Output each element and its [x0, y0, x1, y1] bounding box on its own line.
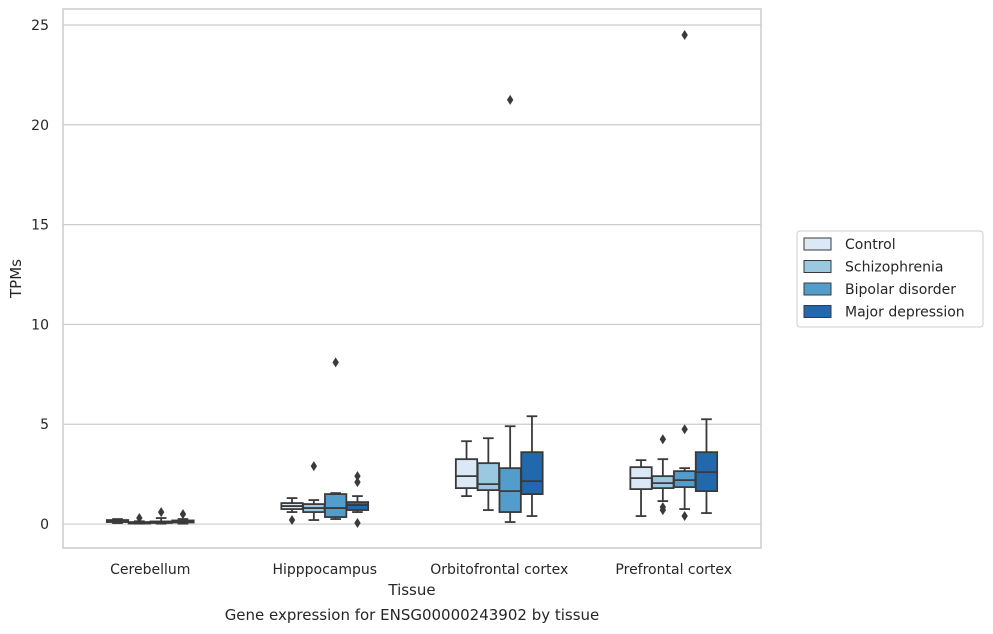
- box-1-2: [476, 437, 500, 511]
- box-1-0: [127, 513, 151, 525]
- box-1-1: [302, 461, 326, 521]
- outlier-point: [179, 509, 187, 520]
- box-0-3: [629, 459, 653, 517]
- y-tick-label: 0: [40, 517, 49, 533]
- box-2-2: [498, 94, 522, 523]
- box-0-0: [105, 518, 130, 524]
- box-3-2: [520, 415, 544, 517]
- legend-swatch: [803, 237, 832, 251]
- box-body: [673, 470, 697, 489]
- x-tick-label: Orbitofrontal cortex: [430, 562, 568, 578]
- x-tick-label: Cerebellum: [110, 562, 190, 578]
- outlier-point: [659, 434, 667, 445]
- outlier-point: [310, 461, 318, 472]
- box-body: [498, 467, 522, 513]
- figure-caption: Gene expression for ENSG00000243902 by t…: [224, 606, 600, 624]
- y-tick-label: 5: [40, 417, 49, 433]
- box-body: [520, 451, 544, 495]
- outlier-point: [354, 477, 361, 488]
- outlier-point: [506, 94, 514, 105]
- plot-frame: [62, 8, 762, 549]
- box-2-3: [673, 29, 697, 522]
- legend-swatch: [803, 282, 832, 296]
- box-2-1: [324, 357, 348, 520]
- plot-boxes: [105, 29, 719, 529]
- legend-swatch: [803, 305, 832, 318]
- y-tick-label: 20: [31, 118, 49, 134]
- x-tick-label: Hipppocampus: [272, 562, 377, 578]
- y-tick-label: 25: [31, 18, 49, 34]
- outlier-point: [681, 424, 688, 435]
- legend-label: Control: [845, 237, 896, 253]
- grid-lines: [63, 24, 761, 525]
- outlier-point: [354, 471, 361, 482]
- x-tick-labels: Cerebellum Hipppocampus Orbitofrontal cort…: [110, 562, 732, 578]
- outlier-point: [332, 357, 339, 368]
- x-tick-label: Prefrontal cortex: [615, 562, 732, 578]
- legend: Control Schizophrenia Bipolar disorder Majo…: [796, 230, 984, 328]
- box-3-1: [345, 471, 370, 529]
- outlier-point: [136, 513, 143, 524]
- outlier-point: [681, 511, 688, 522]
- legend-label: Bipolar disorder: [845, 282, 956, 298]
- legend-label: Schizophrenia: [845, 260, 943, 276]
- box-body: [345, 501, 370, 511]
- outlier-point: [288, 515, 296, 526]
- box-body: [651, 475, 675, 490]
- box-0-1: [280, 497, 304, 526]
- legend-label: Major depression: [845, 305, 965, 321]
- outlier-point: [354, 518, 361, 529]
- x-axis-label: Tissue: [387, 581, 435, 599]
- y-tick-label: 15: [31, 218, 49, 234]
- outlier-point: [157, 507, 165, 518]
- y-tick-label: 10: [31, 317, 49, 333]
- outlier-point: [681, 29, 688, 40]
- box-body: [324, 493, 348, 518]
- box-body: [454, 458, 479, 490]
- legend-swatch: [803, 260, 832, 273]
- y-axis-label: TPMs: [7, 259, 25, 299]
- box-2-0: [149, 507, 173, 525]
- legend-frame: [796, 230, 984, 328]
- outlier-point: [659, 502, 667, 513]
- box-1-3: [651, 434, 675, 516]
- box-3-0: [171, 509, 195, 525]
- box-3-3: [694, 418, 719, 514]
- y-tick-labels: 0 5 10 15 20 25: [31, 18, 49, 533]
- box-body: [476, 462, 500, 492]
- box-0-2: [454, 440, 479, 497]
